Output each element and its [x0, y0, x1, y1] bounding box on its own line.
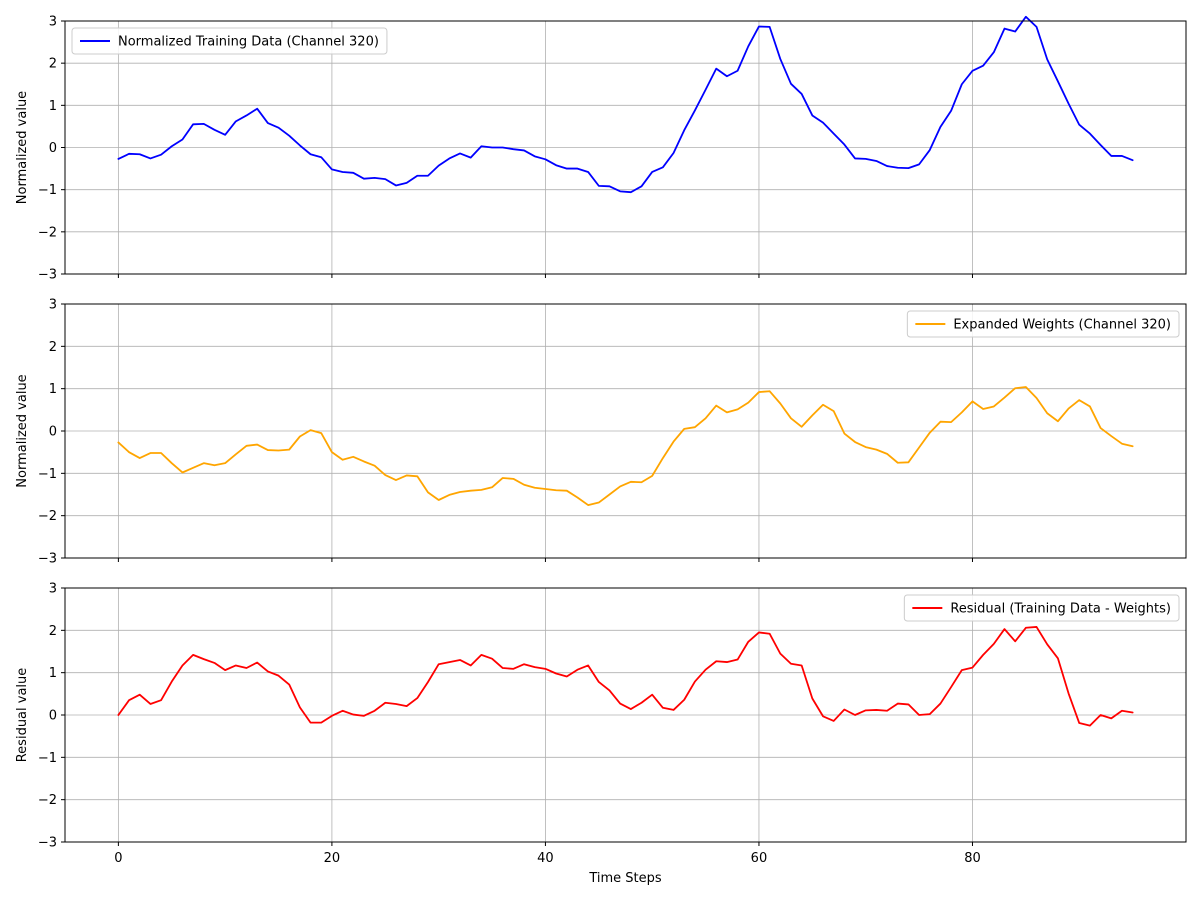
- legend: Residual (Training Data - Weights): [903, 594, 1180, 622]
- y-tick-label: 2: [49, 340, 57, 355]
- y-tick-label: 3: [49, 15, 57, 30]
- chart-panel-3: −3 −2 −1 0 1 2 3 0 20 40 60 80 Residual value Time St…: [15, 582, 1187, 886]
- x-axis-label: Time Steps: [588, 871, 662, 886]
- y-tick-label: −3: [38, 268, 57, 283]
- series-line-2-1: [117, 386, 1134, 506]
- legend-box: [71, 27, 388, 55]
- legend-label: Normalized Training Data (Channel 320): [118, 35, 379, 50]
- y-tick-label: 0: [49, 709, 57, 724]
- y-tick-label: 3: [49, 582, 57, 597]
- y-tick-label: −1: [38, 751, 57, 766]
- y-axis-label: Normalized value: [15, 374, 30, 487]
- y-tick-label: −2: [38, 793, 57, 808]
- y-tick-label: 1: [49, 99, 57, 114]
- y-tick-label: 0: [49, 141, 57, 156]
- legend-box: [906, 310, 1180, 338]
- series-line-3-1: [117, 626, 1134, 727]
- y-tick-label: 3: [49, 298, 57, 313]
- y-tick-label: −3: [38, 552, 57, 567]
- x-tick-label: 20: [324, 851, 341, 866]
- y-tick-label: 2: [49, 57, 57, 72]
- y-tick-label: 2: [49, 624, 57, 639]
- y-tick-label: 0: [49, 425, 57, 440]
- x-tick-label: 60: [751, 851, 768, 866]
- chart-panel-2: −3 −2 −1 0 1 2 3 Normalized value Expanded Weigh…: [15, 298, 1187, 567]
- x-tick-label: 80: [964, 851, 981, 866]
- y-axis-label: Normalized value: [15, 91, 30, 204]
- y-tick-label: −1: [38, 183, 57, 198]
- y-tick-label: −3: [38, 836, 57, 851]
- y-tick-label: −2: [38, 509, 57, 524]
- legend-label: Expanded Weights (Channel 320): [953, 318, 1171, 333]
- y-tick-label: 1: [49, 382, 57, 397]
- y-tick-label: 1: [49, 666, 57, 681]
- y-tick-label: −2: [38, 225, 57, 240]
- legend-box: [903, 594, 1180, 622]
- legend-label: Residual (Training Data - Weights): [950, 602, 1171, 617]
- series-line-1-1: [117, 15, 1134, 194]
- y-axis-label: Residual value: [15, 668, 30, 763]
- x-tick-label: 0: [114, 851, 122, 866]
- legend: Expanded Weights (Channel 320): [906, 310, 1180, 338]
- chart-panel-1: −3 −2 −1 0 1 2 3 Normalized value Normalized Tra…: [15, 15, 1187, 283]
- legend: Normalized Training Data (Channel 320): [71, 27, 388, 55]
- x-tick-label: 40: [537, 851, 554, 866]
- y-tick-label: −1: [38, 467, 57, 482]
